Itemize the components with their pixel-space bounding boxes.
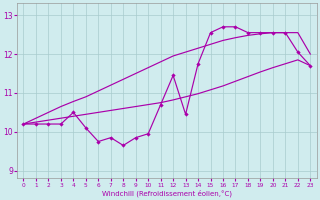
X-axis label: Windchill (Refroidissement éolien,°C): Windchill (Refroidissement éolien,°C) (102, 189, 232, 197)
